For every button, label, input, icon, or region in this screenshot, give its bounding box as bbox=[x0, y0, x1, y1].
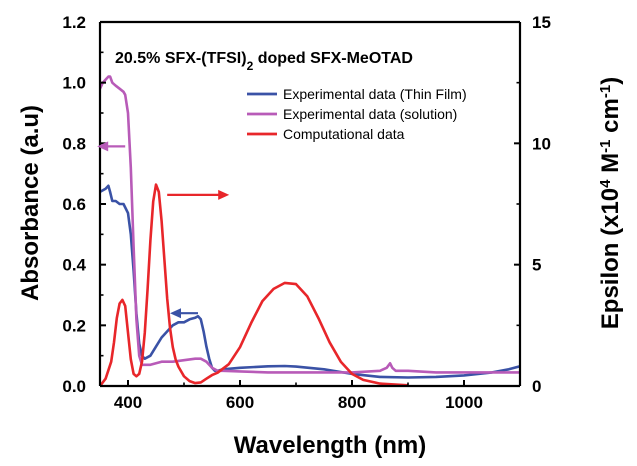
annotation-arrow-0 bbox=[97, 141, 126, 152]
series-line-0 bbox=[100, 184, 520, 379]
series-line-2 bbox=[100, 183, 409, 386]
chart-title: 20.5% SFX-(TFSI)2 doped SFX-MeOTAD bbox=[115, 50, 413, 73]
y-left-tick-label-2: 0.4 bbox=[62, 256, 86, 275]
y-left-tick-label-5: 1.0 bbox=[62, 74, 86, 93]
y-left-tick-label-3: 0.6 bbox=[62, 195, 86, 214]
x-tick-label-1: 600 bbox=[226, 393, 254, 412]
y-right-tick-label-2: 10 bbox=[532, 134, 551, 153]
x-tick-label-2: 800 bbox=[338, 393, 366, 412]
y-left-tick-label-4: 0.8 bbox=[62, 134, 86, 153]
x-tick-label-3: 1000 bbox=[445, 393, 483, 412]
arrow-head bbox=[218, 189, 230, 200]
y-right-tick-label-1: 5 bbox=[532, 256, 541, 275]
y-axis-left-title: Absorbance (a.u) bbox=[17, 105, 44, 301]
y-left-tick-label-6: 1.2 bbox=[62, 13, 86, 32]
x-tick-label-0: 400 bbox=[114, 393, 142, 412]
arrow-head bbox=[97, 141, 109, 152]
y-left-tick-label-0: 0.0 bbox=[62, 377, 86, 396]
legend-label-2: Computational data bbox=[283, 126, 405, 142]
y-right-tick-label-0: 0 bbox=[532, 377, 541, 396]
annotation-arrow-2 bbox=[167, 189, 230, 200]
legend-label-1: Experimental data (solution) bbox=[283, 106, 457, 122]
axes bbox=[98, 20, 522, 388]
annotations bbox=[97, 141, 230, 319]
y-left-tick-label-1: 0.2 bbox=[62, 316, 86, 335]
legend: Experimental data (Thin Film) Experimenta… bbox=[247, 86, 467, 142]
arrow-head bbox=[170, 308, 181, 319]
legend-label-0: Experimental data (Thin Film) bbox=[283, 86, 467, 102]
annotation-arrow-1 bbox=[170, 308, 198, 319]
ticks: 400 600 800 1000 0.0 0.2 0.4 0.6 0.8 1.0 1.2 0 5 10 15 bbox=[62, 13, 551, 412]
x-axis-title: Wavelength (nm) bbox=[234, 432, 426, 459]
y-right-tick-label-3: 15 bbox=[532, 13, 551, 32]
plot-area bbox=[100, 75, 520, 386]
series-line-1 bbox=[100, 75, 520, 374]
y-axis-right-title: Epsilon (x104 M-1 cm-1) bbox=[597, 77, 625, 329]
